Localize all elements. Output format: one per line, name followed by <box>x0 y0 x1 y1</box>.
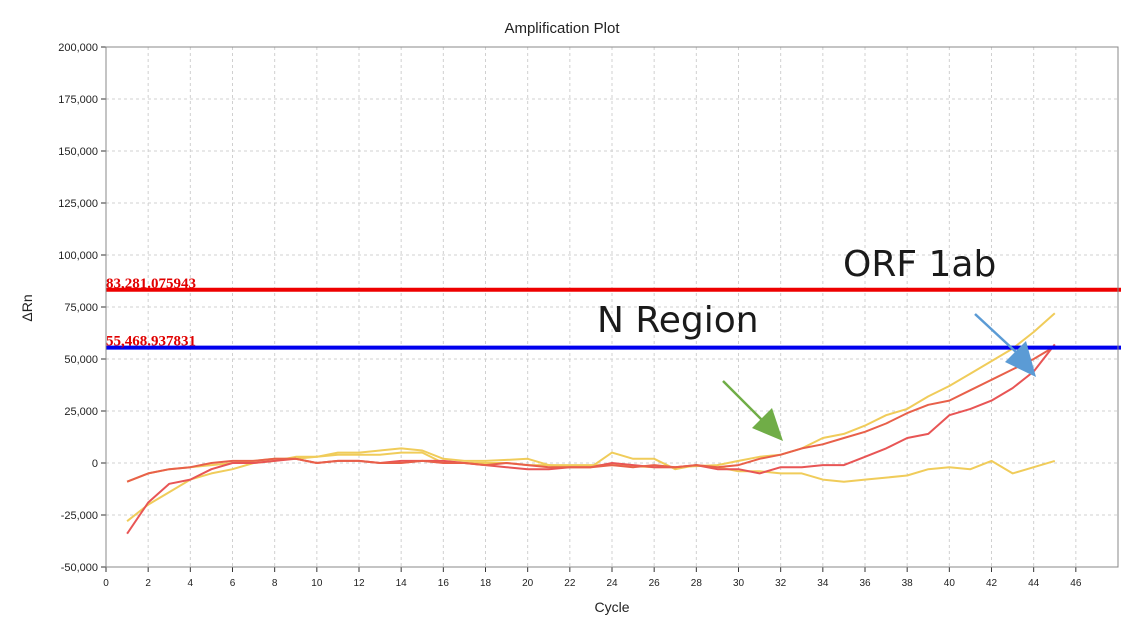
y-tick-label: 25,000 <box>64 406 98 418</box>
x-tick-label: 36 <box>859 578 871 589</box>
plot-frame <box>105 46 1119 568</box>
y-tick-label: 0 <box>92 458 98 470</box>
x-tick-label: 40 <box>944 578 956 589</box>
y-tick-label: 200,000 <box>58 42 98 54</box>
y-tick-label: 175,000 <box>58 94 98 106</box>
x-tick-label: 38 <box>902 578 914 589</box>
x-tick-label: 20 <box>522 578 534 589</box>
x-tick-label: 6 <box>230 578 236 589</box>
x-tick-label: 10 <box>311 578 323 589</box>
orf1ab-annotation-label: ORF 1ab <box>843 244 996 285</box>
x-tick-label: 30 <box>733 578 745 589</box>
x-tick-label: 8 <box>272 578 278 589</box>
tick-labels: 200,000 175,000 150,000 125,000 100,000 75,00… <box>58 42 1082 589</box>
y-tick-label: 125,000 <box>58 198 98 210</box>
n-region-annotation-label: N Region <box>597 300 759 341</box>
x-tick-label: 34 <box>817 578 829 589</box>
series-line-1 <box>126 312 1056 522</box>
x-tick-label: 22 <box>564 578 576 589</box>
x-tick-label: 14 <box>396 578 408 589</box>
threshold-label-2: 55,468.937831 <box>106 334 196 350</box>
series-lines <box>126 312 1056 535</box>
n-region-arrow <box>722 380 783 441</box>
series-line-3 <box>126 343 1056 535</box>
y-tick-label: -50,000 <box>61 562 98 574</box>
x-tick-label: 44 <box>1028 578 1040 589</box>
x-tick-label: 46 <box>1070 578 1082 589</box>
x-tick-label: 0 <box>103 578 109 589</box>
x-tick-label: 2 <box>145 578 151 589</box>
x-tick-label: 4 <box>188 578 194 589</box>
y-tick-label: 100,000 <box>58 250 98 262</box>
y-axis-label: ΔRn <box>19 294 35 321</box>
grid-lines <box>105 46 1118 568</box>
x-tick-label: 32 <box>775 578 787 589</box>
x-tick-label: 24 <box>606 578 618 589</box>
chart-title: Amplification Plot <box>504 20 620 37</box>
x-axis-label: Cycle <box>594 599 629 615</box>
x-tick-label: 16 <box>438 578 450 589</box>
y-tick-label: 75,000 <box>64 302 98 314</box>
annotations: ORF 1ab N Region <box>597 244 1036 441</box>
orf1ab-arrow <box>974 313 1036 377</box>
series-line-4 <box>126 345 1056 483</box>
axes <box>101 46 1119 572</box>
x-tick-label: 28 <box>691 578 703 589</box>
x-tick-label: 12 <box>353 578 365 589</box>
threshold-label-1: 83,281.075943 <box>106 276 196 292</box>
x-tick-label: 42 <box>986 578 998 589</box>
y-tick-label: 50,000 <box>64 354 98 366</box>
y-tick-label: 150,000 <box>58 146 98 158</box>
x-tick-label: 18 <box>480 578 492 589</box>
x-tick-label: 26 <box>649 578 661 589</box>
y-tick-label: -25,000 <box>61 510 98 522</box>
threshold-lines: 83,281.075943 55,468.937831 <box>106 276 1121 350</box>
